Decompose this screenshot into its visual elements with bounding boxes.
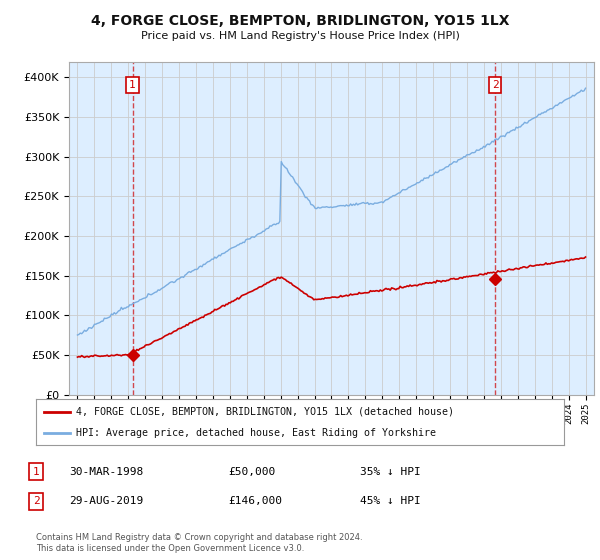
- Text: HPI: Average price, detached house, East Riding of Yorkshire: HPI: Average price, detached house, East…: [76, 428, 436, 438]
- Text: £50,000: £50,000: [228, 466, 275, 477]
- Text: 30-MAR-1998: 30-MAR-1998: [69, 466, 143, 477]
- Text: 35% ↓ HPI: 35% ↓ HPI: [360, 466, 421, 477]
- Text: 45% ↓ HPI: 45% ↓ HPI: [360, 496, 421, 506]
- Text: Contains HM Land Registry data © Crown copyright and database right 2024.
This d: Contains HM Land Registry data © Crown c…: [36, 533, 362, 553]
- Text: 1: 1: [32, 466, 40, 477]
- Text: 2: 2: [32, 496, 40, 506]
- Text: Price paid vs. HM Land Registry's House Price Index (HPI): Price paid vs. HM Land Registry's House …: [140, 31, 460, 41]
- Text: 4, FORGE CLOSE, BEMPTON, BRIDLINGTON, YO15 1LX: 4, FORGE CLOSE, BEMPTON, BRIDLINGTON, YO…: [91, 14, 509, 28]
- Text: 29-AUG-2019: 29-AUG-2019: [69, 496, 143, 506]
- Text: 1: 1: [129, 80, 136, 90]
- Text: 4, FORGE CLOSE, BEMPTON, BRIDLINGTON, YO15 1LX (detached house): 4, FORGE CLOSE, BEMPTON, BRIDLINGTON, YO…: [76, 407, 454, 417]
- Text: 2: 2: [492, 80, 499, 90]
- Text: £146,000: £146,000: [228, 496, 282, 506]
